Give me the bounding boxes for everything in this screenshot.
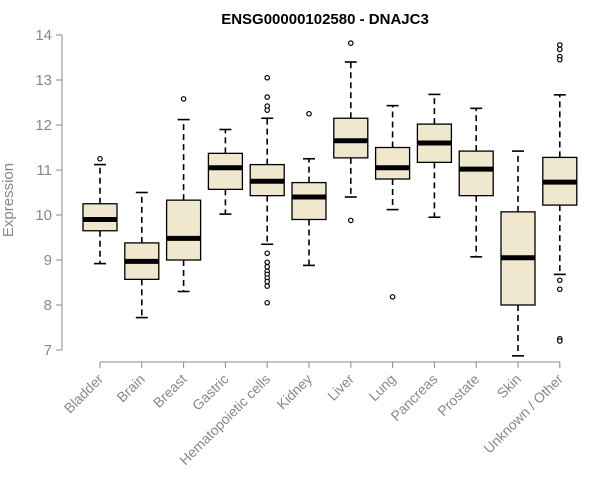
box-brain — [124, 191, 160, 319]
box-gastric — [207, 128, 244, 215]
x-tick-label: Brain — [113, 371, 147, 405]
outlier-point — [264, 94, 271, 100]
outlier-point — [347, 217, 354, 224]
x-tick-label: Prostate — [434, 371, 482, 419]
box-pancreas — [416, 93, 453, 219]
iqr-box — [333, 117, 369, 159]
outlier-point — [264, 259, 271, 266]
outlier-point — [264, 250, 271, 257]
y-tick-label-14: 14 — [35, 27, 52, 44]
box-kidney — [291, 110, 327, 267]
y-tick-label-7: 7 — [44, 342, 52, 359]
iqr-box — [291, 181, 327, 221]
outlier-point — [347, 40, 354, 46]
outlier-point — [556, 286, 563, 293]
y-tick-label-12: 12 — [35, 117, 52, 134]
iqr-box — [207, 152, 244, 191]
box-hematopoietic-cells — [249, 74, 285, 306]
x-tick-label: Lung — [365, 371, 398, 404]
outlier-point — [556, 46, 563, 53]
outlier-point — [264, 74, 271, 81]
y-axis: 7 8 9 10 11 12 13 14 — [35, 27, 63, 359]
outlier-point — [264, 278, 271, 285]
boxes-group — [82, 40, 578, 357]
outlier-point — [556, 42, 563, 48]
iqr-box — [165, 199, 202, 261]
y-tick-label-13: 13 — [35, 72, 52, 89]
box-bladder — [82, 155, 118, 265]
x-tick-label: Breast — [150, 371, 190, 411]
box-breast — [165, 96, 202, 293]
chart-title: ENSG00000102580 - DNAJC3 — [221, 11, 429, 28]
outlier-point — [389, 294, 396, 300]
x-tick-label: Unknown / Other — [480, 371, 566, 457]
x-tick-label: Kidney — [274, 371, 316, 413]
y-tick-label-11: 11 — [36, 162, 52, 179]
outlier-point — [306, 110, 312, 117]
y-tick-label-10: 10 — [35, 207, 52, 224]
x-tick-label: Bladder — [61, 371, 107, 417]
outlier-point — [556, 338, 563, 344]
outlier-point — [97, 155, 103, 162]
x-tick-label: Skin — [494, 371, 525, 402]
x-tick-label: Liver — [324, 371, 357, 404]
y-axis-label: Expression — [0, 163, 17, 237]
iqr-box — [458, 150, 494, 197]
outlier-point — [264, 283, 271, 289]
outlier-point — [264, 107, 271, 113]
outlier-point — [264, 263, 271, 270]
outlier-point — [556, 277, 563, 284]
box-prostate — [458, 107, 494, 258]
iqr-box — [374, 146, 411, 180]
box-skin — [500, 150, 536, 357]
y-tick-label-9: 9 — [44, 252, 52, 269]
outlier-point — [264, 299, 271, 306]
box-unknown-other — [542, 42, 578, 344]
y-tick-label-8: 8 — [44, 297, 52, 314]
box-lung — [374, 104, 411, 300]
outlier-point — [180, 96, 187, 102]
outlier-point — [556, 56, 563, 63]
box-liver — [333, 40, 369, 224]
